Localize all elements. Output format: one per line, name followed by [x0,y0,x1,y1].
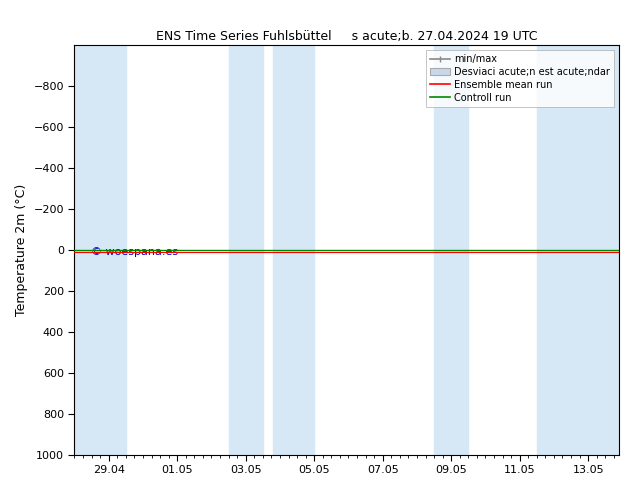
Bar [434,45,469,455]
Bar [537,45,619,455]
Bar [273,45,314,455]
Bar [74,45,126,455]
Y-axis label: Temperature 2m (°C): Temperature 2m (°C) [15,184,28,316]
Title: ENS Time Series Fuhlsbüttel     s acute;b. 27.04.2024 19 UTC: ENS Time Series Fuhlsbüttel s acute;b. 2… [156,30,538,43]
Legend: min/max, Desviaci acute;n est acute;ndar, Ensemble mean run, Controll run: min/max, Desviaci acute;n est acute;ndar… [426,50,614,107]
Bar [229,45,263,455]
Text: © woespana.es: © woespana.es [91,247,178,257]
